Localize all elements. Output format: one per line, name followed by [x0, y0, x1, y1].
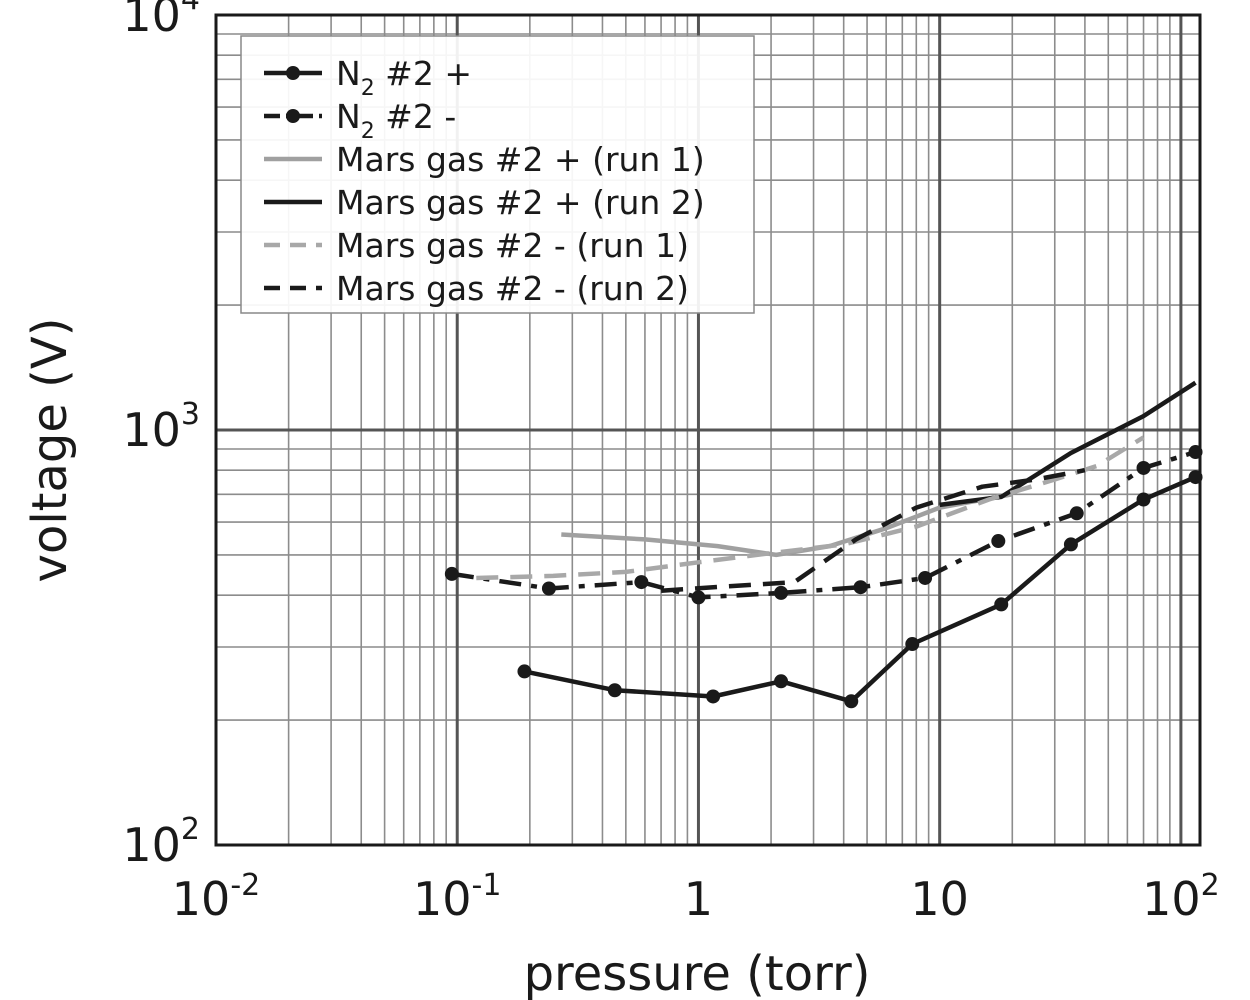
series-1-point — [1063, 537, 1078, 552]
series-1-point — [994, 597, 1009, 612]
series-line-5 — [476, 435, 1145, 581]
series-line-1 — [524, 475, 1197, 704]
series-layer — [444, 380, 1203, 709]
legend-label: Mars gas #2 + (run 1) — [336, 140, 705, 179]
y-tick-label: 103 — [122, 397, 200, 457]
series-1-point — [1136, 492, 1151, 507]
series-2-point — [541, 581, 556, 596]
series-2-point — [774, 585, 789, 600]
series-2-point — [918, 570, 933, 585]
x-tick-label: 10 — [910, 872, 969, 926]
series-line-4 — [939, 380, 1197, 508]
x-axis-title: pressure (torr) — [524, 946, 871, 1000]
series-1-point — [607, 683, 622, 698]
x-tick-label: 102 — [1142, 868, 1220, 926]
series-2-point — [634, 575, 649, 590]
x-tick-label: 10-2 — [172, 868, 260, 926]
series-2-point — [991, 534, 1006, 549]
series-2-point — [853, 580, 868, 595]
legend-box — [240, 35, 755, 314]
series-2-point — [691, 590, 706, 605]
legend-marker — [286, 66, 300, 80]
x-tick-label: 10-1 — [413, 868, 501, 926]
legend-label: Mars gas #2 - (run 2) — [336, 269, 689, 308]
x-tick-labels: 10-2 10-1 1 10 102 — [172, 868, 1220, 926]
series-1-point — [774, 674, 789, 689]
series-2-point — [1136, 460, 1151, 475]
legend-label: Mars gas #2 + (run 2) — [336, 183, 705, 222]
y-axis-title: voltage (V) — [22, 318, 78, 583]
y-tick-label: 104 — [122, 0, 200, 42]
series-2-point — [1069, 506, 1084, 521]
legend: N2 #2 +N2 #2 -Mars gas #2 + (run 1) Mars … — [240, 35, 755, 314]
legend-label: N2 #2 - — [336, 97, 456, 144]
series-1-point — [844, 694, 859, 709]
series-line-2 — [451, 449, 1197, 600]
series-1-point — [905, 637, 920, 652]
legend-label: N2 #2 + — [336, 54, 472, 101]
plot-frame — [214, 13, 1202, 847]
x-tick-label: 1 — [684, 872, 713, 926]
legend-marker — [286, 109, 300, 123]
legend-label: Mars gas #2 - (run 1) — [336, 226, 689, 265]
series-2-point — [444, 566, 459, 581]
series-line-3 — [561, 492, 1013, 558]
series-1-point — [517, 664, 532, 679]
series-1-point — [706, 689, 721, 704]
y-tick-labels: 102 103 104 — [122, 0, 200, 872]
series-line-6 — [660, 467, 1086, 593]
y-tick-label: 102 — [122, 812, 200, 872]
